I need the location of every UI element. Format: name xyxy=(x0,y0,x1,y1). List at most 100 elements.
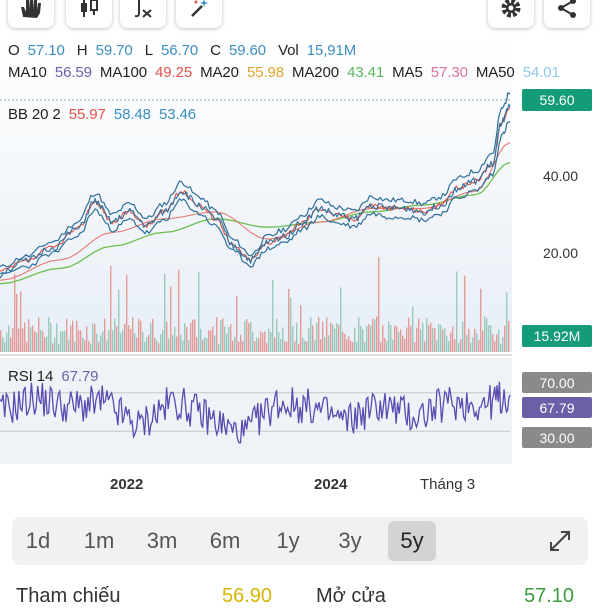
volume-bar xyxy=(390,325,392,352)
volume-bar xyxy=(118,289,120,352)
volume-bar xyxy=(224,326,226,352)
period-1m[interactable]: 1m xyxy=(83,528,115,553)
volume-bar xyxy=(24,322,26,352)
volume-bar xyxy=(100,335,102,352)
ma-legend-ma50: MA50 54.01 xyxy=(476,64,564,81)
volume-bar xyxy=(260,331,262,352)
ma-value: 55.98 xyxy=(246,64,284,81)
volume-bar xyxy=(464,275,466,352)
volume-bar xyxy=(112,330,114,352)
volume-bar xyxy=(310,317,312,352)
period-3m[interactable]: 3m xyxy=(146,528,178,553)
period-1y[interactable]: 1y xyxy=(276,528,300,553)
volume-bar xyxy=(174,326,176,352)
volume-bar xyxy=(292,326,294,352)
volume-bar xyxy=(454,339,456,352)
volume-bar xyxy=(344,333,346,352)
drawing-tool-button[interactable] xyxy=(176,0,222,28)
volume-bar xyxy=(318,316,320,352)
period-1d[interactable]: 1d xyxy=(25,528,51,553)
period-5y[interactable]: 5y xyxy=(388,521,436,561)
volume-bar xyxy=(156,340,158,352)
volume-bar xyxy=(266,343,268,352)
volume-bar xyxy=(188,340,190,352)
function-icon xyxy=(134,0,152,18)
rsi-line xyxy=(0,381,511,444)
volume-bar xyxy=(396,326,398,352)
share-button[interactable] xyxy=(544,0,590,28)
volume-bar xyxy=(64,330,66,352)
ma-value: 56.59 xyxy=(54,64,92,81)
volume-bar xyxy=(42,331,44,352)
volume-bar xyxy=(482,330,484,352)
hand-tool-button[interactable] xyxy=(8,0,54,28)
volume-bar xyxy=(10,337,12,352)
volume-bar xyxy=(206,337,208,352)
volume-bar xyxy=(338,324,340,352)
candlestick-button[interactable] xyxy=(66,0,112,28)
volume-bar xyxy=(492,334,494,352)
volume-bar xyxy=(500,343,502,352)
volume-bar xyxy=(358,317,360,352)
expand-icon xyxy=(550,531,570,551)
indicator-button[interactable] xyxy=(120,0,166,28)
chart-area[interactable]: O 57.10 H 59.70 L 56.70 C 59.60 Vol 15,9… xyxy=(0,36,600,464)
volume-bar xyxy=(394,325,396,352)
ohlc-open: O 57.10 xyxy=(8,42,65,59)
volume-bar xyxy=(460,339,462,352)
volume-bar xyxy=(364,342,366,352)
rsi-legend: RSI 14 67.79 xyxy=(8,368,102,385)
volume-bar xyxy=(448,341,450,352)
volume-bar xyxy=(320,339,322,352)
volume-bar xyxy=(124,323,126,352)
settings-button[interactable] xyxy=(488,0,534,28)
volume-bar xyxy=(92,323,94,352)
expand-button[interactable] xyxy=(546,527,574,555)
price-lines xyxy=(0,92,511,285)
volume-bar xyxy=(20,291,22,352)
time-label-2024: 2024 xyxy=(314,476,348,493)
volume-bar xyxy=(88,340,90,352)
volume-bar xyxy=(230,324,232,352)
volume-bar xyxy=(142,332,144,352)
volume-bar xyxy=(54,337,56,352)
volume-bar xyxy=(404,338,406,352)
volume-bar xyxy=(72,320,74,352)
volume-bar xyxy=(40,330,42,352)
volume-bar xyxy=(328,335,330,352)
volume-bar xyxy=(336,322,338,352)
ma-value: 54.01 xyxy=(522,64,560,81)
price-line xyxy=(0,103,511,275)
volume-bar xyxy=(434,328,436,352)
volume-bar xyxy=(36,332,38,352)
volume-bar xyxy=(182,340,184,352)
volume-bar xyxy=(150,323,152,352)
magic-wand-icon xyxy=(191,0,208,17)
volume-bar xyxy=(484,316,486,352)
volume-bar xyxy=(26,341,28,352)
volume-bar xyxy=(488,325,490,352)
ma-legend: MA10 56.59 MA100 49.25 MA20 55.98 MA200 43.… xyxy=(8,63,592,83)
volume-bar xyxy=(386,340,388,352)
volume-bar xyxy=(290,297,292,352)
volume-bar xyxy=(32,325,34,352)
volume-bar xyxy=(356,341,358,352)
chart-canvas[interactable] xyxy=(0,36,600,464)
volume-bar xyxy=(246,319,248,352)
ma-legend-ma20: MA20 55.98 xyxy=(200,64,288,81)
price-pane-bg xyxy=(0,36,512,352)
share-icon xyxy=(558,0,576,18)
volume-bar xyxy=(496,334,498,352)
volume-bar xyxy=(264,331,266,352)
period-6m[interactable]: 6m xyxy=(209,528,241,553)
volume-bar xyxy=(422,322,424,352)
volume-bar xyxy=(180,334,182,352)
hand-icon xyxy=(21,0,41,18)
bb-lower-line xyxy=(0,120,511,279)
period-3y[interactable]: 3y xyxy=(338,528,362,553)
ma-legend-ma200: MA200 43.41 xyxy=(292,64,388,81)
ohlc-close: C 59.60 xyxy=(210,42,267,59)
volume-bar xyxy=(456,271,458,352)
ma-label: MA5 xyxy=(392,64,423,81)
volume-bar xyxy=(420,329,422,352)
